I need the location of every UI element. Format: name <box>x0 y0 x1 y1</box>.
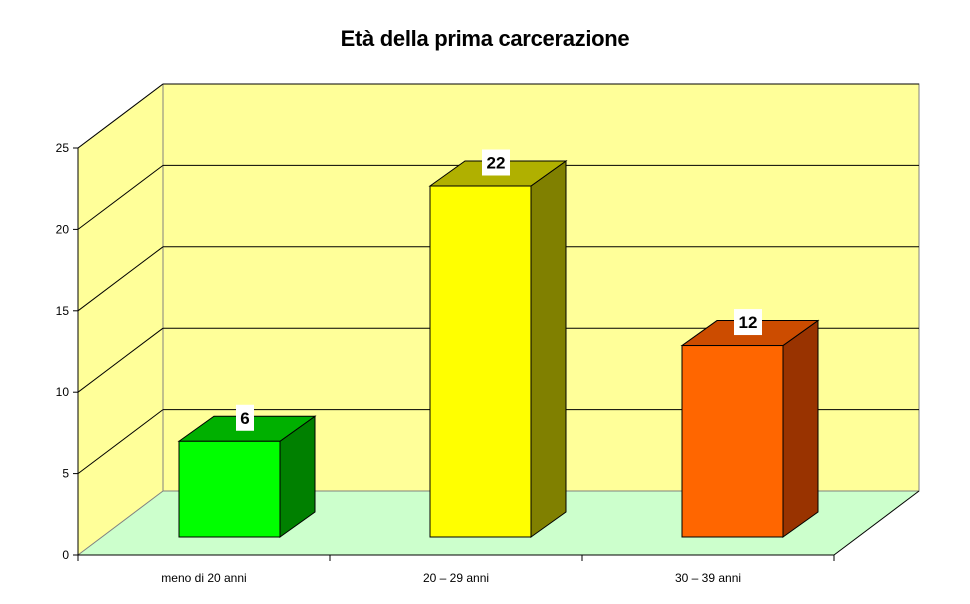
bar-front-face <box>681 345 784 538</box>
floor-left-edge <box>77 490 164 556</box>
bar-side-face <box>782 319 819 538</box>
x-category-label: meno di 20 anni <box>161 571 246 585</box>
y-tick-label: 20 <box>56 222 70 236</box>
side-wall <box>78 84 163 555</box>
gridline-diagonal <box>77 327 164 393</box>
bar-front-face <box>429 185 532 538</box>
gridline-diagonal <box>77 83 164 149</box>
labels: 6 22 12 <box>236 149 762 431</box>
data-label-box <box>734 309 762 336</box>
gridline-diagonal <box>77 165 164 230</box>
data-label: 6 <box>240 409 249 428</box>
data-label: 22 <box>487 154 506 173</box>
y-tick-label: 15 <box>56 304 70 318</box>
chart-title: Età della prima carcerazione <box>340 26 630 51</box>
data-label: 12 <box>739 313 758 332</box>
y-tick-label: 0 <box>62 548 69 562</box>
data-label-box <box>482 149 510 176</box>
bar-1 <box>428 160 568 538</box>
gridline-diagonal <box>77 246 164 312</box>
bar-0 <box>177 415 317 538</box>
bars <box>177 160 820 538</box>
y-tick-label: 10 <box>56 385 70 399</box>
y-tick-label: 25 <box>56 141 70 155</box>
y-tick-label: 5 <box>62 467 69 481</box>
bar-front-face <box>178 440 281 538</box>
gridline-diagonal <box>77 409 164 474</box>
bar-2 <box>680 319 820 538</box>
x-category-label: 30 – 39 anni <box>675 571 741 585</box>
bar-side-face <box>530 160 567 538</box>
data-label-box <box>236 404 254 431</box>
axes: 0 5 10 15 20 25 meno di 20 anni 20 – 29 anni 30 … <box>56 141 835 585</box>
x-category-label: 20 – 29 anni <box>423 571 489 585</box>
floor-right-edge <box>833 490 920 556</box>
